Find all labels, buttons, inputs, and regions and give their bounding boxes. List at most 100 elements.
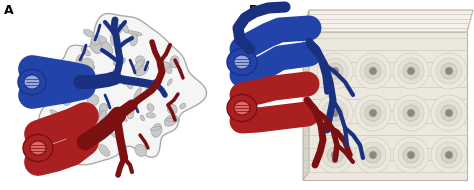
Ellipse shape [133, 60, 143, 71]
Circle shape [445, 109, 453, 117]
Ellipse shape [30, 141, 46, 155]
Circle shape [355, 53, 391, 89]
Polygon shape [39, 13, 207, 165]
Ellipse shape [167, 104, 177, 115]
Ellipse shape [164, 62, 172, 73]
Circle shape [393, 53, 429, 89]
Ellipse shape [135, 144, 146, 157]
Circle shape [407, 109, 415, 117]
Circle shape [441, 105, 457, 121]
Polygon shape [303, 10, 473, 32]
Circle shape [436, 142, 462, 168]
Ellipse shape [99, 110, 106, 123]
Circle shape [407, 67, 415, 75]
Circle shape [403, 63, 419, 79]
Ellipse shape [114, 114, 128, 121]
Circle shape [445, 67, 453, 75]
Text: A: A [4, 4, 14, 17]
Circle shape [436, 100, 462, 126]
Circle shape [436, 58, 462, 84]
Ellipse shape [134, 88, 141, 100]
Ellipse shape [122, 80, 128, 85]
Ellipse shape [99, 145, 109, 156]
Polygon shape [303, 10, 309, 180]
Ellipse shape [50, 75, 59, 83]
Ellipse shape [180, 103, 186, 109]
Circle shape [445, 151, 453, 159]
Ellipse shape [140, 115, 145, 121]
Ellipse shape [121, 23, 128, 33]
Circle shape [407, 151, 415, 159]
Circle shape [331, 151, 339, 159]
Ellipse shape [110, 30, 118, 45]
Circle shape [327, 63, 343, 79]
Circle shape [327, 147, 343, 163]
Ellipse shape [127, 30, 142, 36]
Polygon shape [303, 32, 467, 180]
Ellipse shape [99, 107, 106, 119]
Circle shape [441, 63, 457, 79]
Circle shape [398, 142, 424, 168]
Circle shape [360, 142, 386, 168]
Circle shape [331, 67, 339, 75]
Circle shape [322, 58, 348, 84]
Circle shape [403, 105, 419, 121]
Ellipse shape [50, 110, 60, 117]
Ellipse shape [170, 56, 179, 68]
Ellipse shape [81, 48, 90, 56]
Circle shape [398, 100, 424, 126]
Ellipse shape [146, 87, 151, 92]
Ellipse shape [55, 74, 68, 80]
Ellipse shape [147, 88, 152, 92]
Ellipse shape [83, 29, 94, 37]
Circle shape [398, 58, 424, 84]
Ellipse shape [126, 78, 133, 89]
Circle shape [322, 142, 348, 168]
Circle shape [331, 109, 339, 117]
Ellipse shape [113, 24, 123, 34]
Ellipse shape [87, 95, 99, 106]
Circle shape [360, 100, 386, 126]
Ellipse shape [136, 65, 149, 76]
Ellipse shape [83, 84, 94, 95]
Ellipse shape [90, 40, 102, 54]
Ellipse shape [227, 48, 257, 75]
Ellipse shape [147, 104, 154, 111]
Ellipse shape [167, 79, 172, 86]
Ellipse shape [75, 64, 86, 74]
Ellipse shape [134, 95, 141, 103]
Ellipse shape [127, 109, 134, 119]
Circle shape [393, 137, 429, 173]
Ellipse shape [113, 69, 121, 78]
Ellipse shape [152, 124, 162, 137]
Ellipse shape [64, 90, 70, 95]
Ellipse shape [100, 104, 108, 112]
Circle shape [365, 63, 381, 79]
Ellipse shape [93, 35, 107, 44]
Ellipse shape [85, 64, 95, 71]
Ellipse shape [82, 125, 93, 138]
Circle shape [369, 109, 377, 117]
Circle shape [403, 147, 419, 163]
Ellipse shape [234, 101, 250, 115]
Circle shape [327, 105, 343, 121]
Circle shape [365, 105, 381, 121]
Circle shape [369, 67, 377, 75]
Ellipse shape [64, 97, 72, 105]
Circle shape [431, 95, 467, 131]
Ellipse shape [81, 58, 94, 71]
Circle shape [317, 95, 353, 131]
Ellipse shape [130, 34, 137, 46]
Ellipse shape [113, 57, 125, 66]
Ellipse shape [157, 62, 170, 69]
Ellipse shape [23, 135, 53, 162]
Circle shape [317, 53, 353, 89]
Circle shape [355, 137, 391, 173]
Circle shape [317, 137, 353, 173]
Ellipse shape [136, 56, 145, 66]
Circle shape [431, 137, 467, 173]
Circle shape [431, 53, 467, 89]
Ellipse shape [150, 127, 161, 131]
Text: B: B [249, 4, 258, 17]
Ellipse shape [87, 140, 97, 147]
